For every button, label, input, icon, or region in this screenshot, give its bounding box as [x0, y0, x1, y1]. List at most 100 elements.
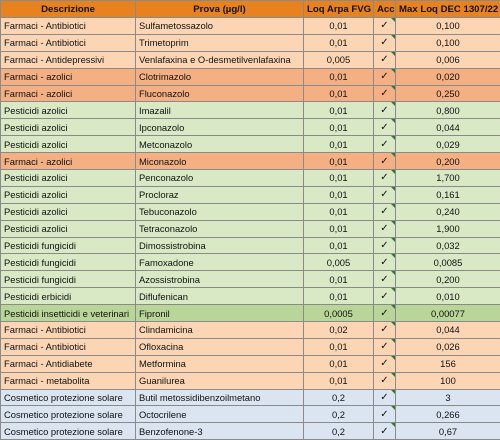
cell-loq: 0,01 [304, 203, 374, 220]
cell-prova: Penconazolo [136, 170, 304, 187]
cell-descrizione: Farmaci - Antibiotici [1, 338, 136, 355]
cell-acc-check: ✓ [374, 119, 396, 136]
cell-loq: 0,01 [304, 102, 374, 119]
cell-max-loq: 0,266 [396, 406, 500, 423]
header-row: Descrizione Prova (µg/l) Loq Arpa FVG Ac… [1, 1, 500, 18]
cell-acc-check: ✓ [374, 254, 396, 271]
cell-descrizione: Cosmetico protezione solare [1, 406, 136, 423]
cell-prova: Ofloxacina [136, 338, 304, 355]
cell-loq: 0,2 [304, 423, 374, 440]
cell-prova: Metconazolo [136, 136, 304, 153]
header-acc: Acc [374, 1, 396, 18]
cell-descrizione: Pesticidi azolici [1, 186, 136, 203]
cell-prova: Azossistrobina [136, 271, 304, 288]
cell-max-loq: 3 [396, 389, 500, 406]
cell-acc-check: ✓ [374, 203, 396, 220]
cell-max-loq: 0,029 [396, 136, 500, 153]
cell-acc-check: ✓ [374, 322, 396, 339]
cell-prova: Procloraz [136, 186, 304, 203]
cell-loq: 0,01 [304, 153, 374, 170]
cell-max-loq: 0,67 [396, 423, 500, 440]
cell-descrizione: Pesticidi erbicidi [1, 288, 136, 305]
cell-descrizione: Pesticidi azolici [1, 170, 136, 187]
cell-max-loq: 156 [396, 355, 500, 372]
cell-acc-check: ✓ [374, 423, 396, 440]
cell-descrizione: Pesticidi insetticidi e veterinari [1, 305, 136, 322]
cell-acc-check: ✓ [374, 153, 396, 170]
cell-prova: Imazalil [136, 102, 304, 119]
cell-acc-check: ✓ [374, 136, 396, 153]
cell-descrizione: Pesticidi fungicidi [1, 254, 136, 271]
cell-acc-check: ✓ [374, 220, 396, 237]
cell-prova: Ipconazolo [136, 119, 304, 136]
cell-acc-check: ✓ [374, 372, 396, 389]
cell-max-loq: 0,006 [396, 51, 500, 68]
cell-max-loq: 1,900 [396, 220, 500, 237]
cell-max-loq: 0,161 [396, 186, 500, 203]
cell-prova: Famoxadone [136, 254, 304, 271]
cell-loq: 0,01 [304, 18, 374, 35]
cell-acc-check: ✓ [374, 51, 396, 68]
cell-descrizione: Farmaci - Antidepressivi [1, 51, 136, 68]
cell-max-loq: 0,026 [396, 338, 500, 355]
cell-acc-check: ✓ [374, 170, 396, 187]
cell-acc-check: ✓ [374, 237, 396, 254]
cell-acc-check: ✓ [374, 389, 396, 406]
cell-loq: 0,01 [304, 338, 374, 355]
cell-max-loq: 0,020 [396, 68, 500, 85]
cell-loq: 0,2 [304, 389, 374, 406]
cell-acc-check: ✓ [374, 288, 396, 305]
cell-prova: Tebuconazolo [136, 203, 304, 220]
cell-loq: 0,2 [304, 406, 374, 423]
cell-acc-check: ✓ [374, 85, 396, 102]
cell-loq: 0,005 [304, 51, 374, 68]
cell-loq: 0,01 [304, 119, 374, 136]
cell-descrizione: Pesticidi azolici [1, 220, 136, 237]
cell-max-loq: 100 [396, 372, 500, 389]
cell-loq: 0,005 [304, 254, 374, 271]
cell-loq: 0,01 [304, 237, 374, 254]
cell-prova: Tetraconazolo [136, 220, 304, 237]
cell-prova: Metformina [136, 355, 304, 372]
cell-loq: 0,01 [304, 136, 374, 153]
cell-acc-check: ✓ [374, 355, 396, 372]
cell-max-loq: 0,200 [396, 153, 500, 170]
cell-max-loq: 0,100 [396, 34, 500, 51]
cell-acc-check: ✓ [374, 34, 396, 51]
cell-descrizione: Farmaci - azolici [1, 85, 136, 102]
cell-loq: 0,01 [304, 34, 374, 51]
cell-loq: 0,01 [304, 85, 374, 102]
cell-loq: 0,0005 [304, 305, 374, 322]
header-loq: Loq Arpa FVG [304, 1, 374, 18]
cell-prova: Fluconazolo [136, 85, 304, 102]
cell-acc-check: ✓ [374, 305, 396, 322]
cell-acc-check: ✓ [374, 102, 396, 119]
cell-acc-check: ✓ [374, 271, 396, 288]
cell-descrizione: Pesticidi azolici [1, 203, 136, 220]
cell-loq: 0,01 [304, 288, 374, 305]
header-max-loq: Max Loq DEC 1307/22 [396, 1, 500, 18]
cell-prova: Sulfametossazolo [136, 18, 304, 35]
cell-descrizione: Cosmetico protezione solare [1, 389, 136, 406]
cell-acc-check: ✓ [374, 338, 396, 355]
cell-prova: Dimossistrobina [136, 237, 304, 254]
